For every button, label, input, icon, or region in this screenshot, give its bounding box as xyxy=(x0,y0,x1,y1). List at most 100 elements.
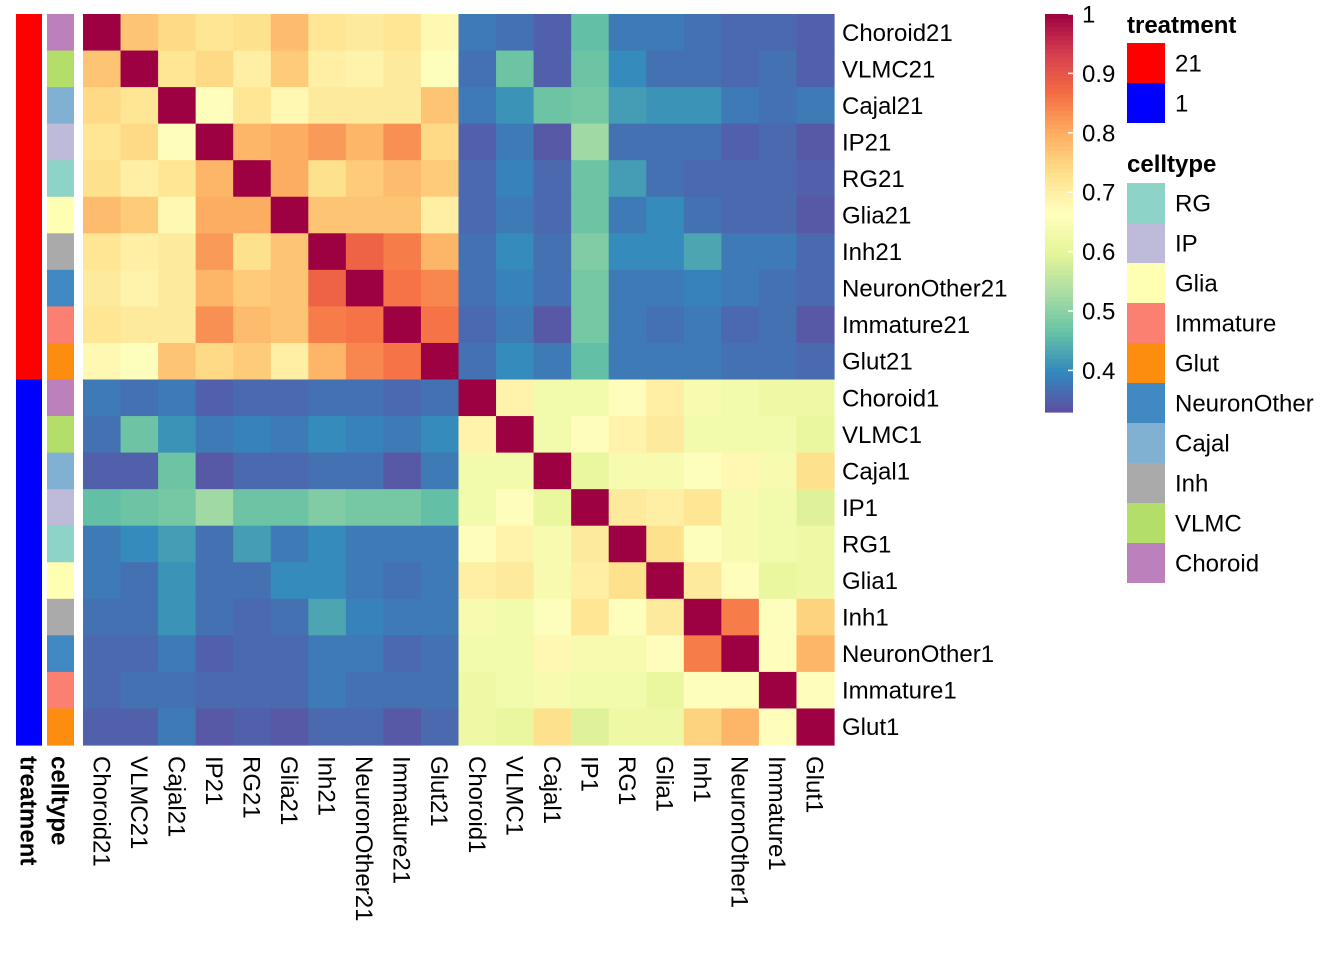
heatmap-cell-inh21-glut1 xyxy=(796,233,835,271)
heatmap-cell-inh21-glia21 xyxy=(270,233,309,271)
heatmap-cell-glut1-ip1 xyxy=(571,708,610,746)
heatmap-cell-choroid21-vlmc1 xyxy=(496,14,535,52)
celltype-legend-swatch-glut xyxy=(1127,343,1165,383)
heatmap-cell-choroid1-vlmc1 xyxy=(496,379,535,417)
heatmap-cell-inh1-glia21 xyxy=(270,598,309,636)
heatmap-cell-ip1-ip21 xyxy=(195,489,234,527)
heatmap-cell-immature1-cajal1 xyxy=(533,671,572,710)
heatmap-cell-rg21-cajal21 xyxy=(158,160,197,198)
heatmap-cell-glia1-neuron-other1 xyxy=(721,562,760,600)
heatmap-cell-glut1-vlmc1 xyxy=(496,708,535,746)
heatmap-cell-inh21-ip21 xyxy=(195,233,234,271)
column-label-immature1: Immature1 xyxy=(763,756,790,871)
heatmap-cell-rg21-vlmc21 xyxy=(120,160,159,198)
colorbar-tick-label: 0.8 xyxy=(1082,120,1115,147)
heatmap-cell-cajal1-ip1 xyxy=(571,452,610,490)
row-label-neuron-other1: NeuronOther1 xyxy=(842,641,994,668)
heatmap-cell-glut21-ip21 xyxy=(195,342,234,381)
colorbar-segment xyxy=(1045,128,1073,134)
celltype-legend-swatch-immature xyxy=(1127,303,1165,343)
heatmap-cell-cajal21-choroid1 xyxy=(458,87,497,125)
heatmap-cell-ip21-vlmc21 xyxy=(120,123,159,161)
colorbar-segment xyxy=(1045,389,1073,395)
heatmap-cell-cajal21-vlmc1 xyxy=(496,87,535,125)
heatmap-cell-neuron-other1-glut1 xyxy=(796,635,835,673)
colorbar-segment xyxy=(1045,323,1073,329)
heatmap-cell-ip21-glut21 xyxy=(420,123,460,161)
heatmap-cell-choroid21-inh21 xyxy=(308,14,347,52)
celltype-annotation-cell xyxy=(47,233,74,271)
heatmap-cell-ip21-ip1 xyxy=(571,123,610,161)
heatmap-cell-vlmc21-immature21 xyxy=(383,50,422,88)
heatmap-cell-rg1-vlmc1 xyxy=(496,525,535,563)
column-label-choroid1: Choroid1 xyxy=(463,756,490,853)
colorbar-segment xyxy=(1045,151,1073,157)
celltype-annotation-cell xyxy=(47,123,74,161)
heatmap-cell-immature1-immature21 xyxy=(383,671,422,710)
colorbar-segment xyxy=(1045,84,1073,90)
heatmap-cell-glia1-rg1 xyxy=(608,562,647,600)
heatmap-cell-glut1-glut21 xyxy=(420,708,460,746)
heatmap-cell-glut1-inh21 xyxy=(308,708,347,746)
heatmap-cell-neuron-other1-neuron-other1 xyxy=(721,635,760,673)
celltype-legend-label: IP xyxy=(1175,231,1198,258)
heatmap-cell-neuron-other1-immature1 xyxy=(758,635,798,673)
celltype-annotation-cell xyxy=(47,379,74,417)
heatmap-cell-neuron-other1-glut21 xyxy=(420,635,460,673)
celltype-annotation-cell xyxy=(47,269,74,307)
heatmap-cell-cajal21-glia1 xyxy=(646,87,685,125)
heatmap-cell-ip1-neuron-other21 xyxy=(345,489,384,527)
heatmap-cell-cajal1-choroid1 xyxy=(458,452,497,490)
heatmap-cell-rg21-glia21 xyxy=(270,160,309,198)
heatmap-cell-vlmc21-vlmc1 xyxy=(496,50,535,88)
heatmap-cell-rg21-immature1 xyxy=(758,160,798,198)
heatmap-cell-choroid21-ip21 xyxy=(195,14,234,52)
heatmap-cell-glia1-ip1 xyxy=(571,562,610,600)
celltype-annotation-cell xyxy=(47,50,74,88)
heatmap-cell-rg21-glia1 xyxy=(646,160,685,198)
heatmap-cell-rg1-ip1 xyxy=(571,525,610,563)
heatmap-cell-glut1-inh1 xyxy=(683,708,722,746)
heatmap-cell-glut1-cajal21 xyxy=(158,708,197,746)
heatmap-cell-glia1-glut1 xyxy=(796,562,835,600)
heatmap-cell-rg1-inh21 xyxy=(308,525,347,563)
heatmap-cell-ip1-glut21 xyxy=(420,489,460,527)
heatmap-cell-immature21-ip1 xyxy=(571,306,610,344)
row-label-vlmc21: VLMC21 xyxy=(842,56,935,83)
heatmap-cell-glia21-cajal1 xyxy=(533,196,572,234)
colorbar-segment xyxy=(1045,62,1073,68)
treatment-annotation-cell xyxy=(16,87,42,125)
heatmap-cell-inh1-choroid1 xyxy=(458,598,497,636)
colorbar-segment xyxy=(1045,305,1073,311)
heatmap-cell-inh1-immature1 xyxy=(758,598,798,636)
celltype-annotation-cell xyxy=(47,525,74,563)
row-label-cajal21: Cajal21 xyxy=(842,93,923,120)
heatmap-cell-choroid21-ip1 xyxy=(571,14,610,52)
heatmap-cell-rg1-cajal21 xyxy=(158,525,197,563)
heatmap-cell-choroid1-neuron-other1 xyxy=(721,379,760,417)
heatmap-cell-vlmc1-cajal21 xyxy=(158,416,197,454)
heatmap-cell-neuron-other1-ip1 xyxy=(571,635,610,673)
heatmap-cell-immature21-glia1 xyxy=(646,306,685,344)
colorbar-segment xyxy=(1045,341,1073,347)
celltype-legend-swatch-rg xyxy=(1127,183,1165,223)
heatmap-cell-immature1-ip21 xyxy=(195,671,234,710)
colorbar-segment xyxy=(1045,133,1073,139)
heatmap-cell-neuron-other21-glut21 xyxy=(420,269,460,307)
colorbar-segment xyxy=(1045,319,1073,325)
heatmap-cell-neuron-other1-glia1 xyxy=(646,635,685,673)
treatment-annotation-cell xyxy=(16,598,42,636)
heatmap-cell-neuron-other21-glia1 xyxy=(646,269,685,307)
celltype-annotation-cell xyxy=(47,452,74,490)
colorbar-segment xyxy=(1045,403,1073,409)
heatmap-cell-rg21-neuron-other21 xyxy=(345,160,384,198)
heatmap-cell-glut1-glia21 xyxy=(270,708,309,746)
heatmap-cell-immature21-inh21 xyxy=(308,306,347,344)
treatment-annotation-title: treatment xyxy=(15,756,42,865)
heatmap-cell-glia21-neuron-other1 xyxy=(721,196,760,234)
heatmap-cell-immature1-neuron-other1 xyxy=(721,671,760,710)
celltype-legend-swatch-choroid xyxy=(1127,543,1165,583)
heatmap-cell-immature1-immature1 xyxy=(758,671,798,710)
heatmap-cell-neuron-other21-rg21 xyxy=(233,269,272,307)
colorbar-segment xyxy=(1045,71,1073,77)
